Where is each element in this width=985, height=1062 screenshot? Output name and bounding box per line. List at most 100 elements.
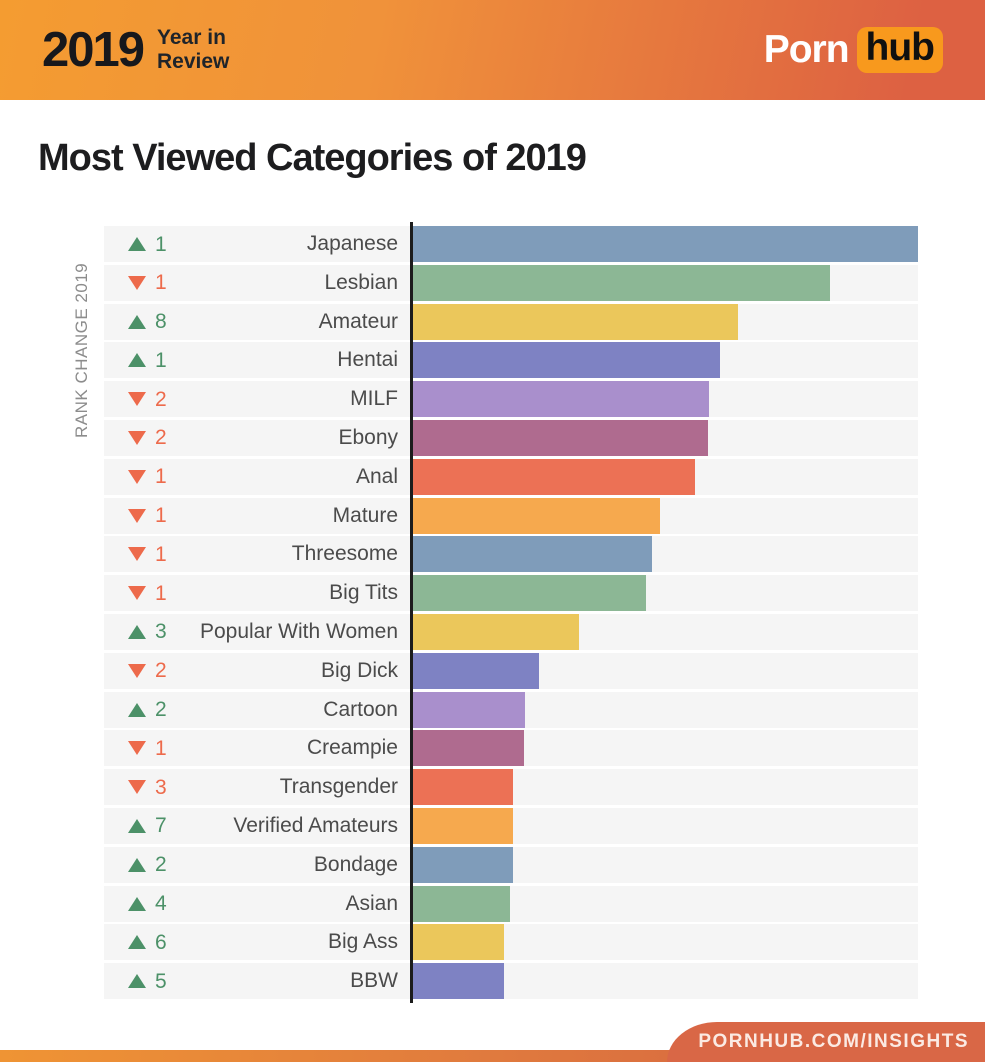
footer-banner: PORNHUB.COM/INSIGHTS bbox=[667, 1022, 985, 1062]
category-row: 3 Popular With Women bbox=[104, 613, 918, 650]
category-label: Amateur bbox=[318, 309, 398, 333]
year-subtitle: Year in Review bbox=[157, 26, 229, 73]
category-label: Anal bbox=[355, 464, 398, 488]
rank-change-indicator: 4 bbox=[128, 886, 208, 922]
category-bar bbox=[413, 730, 524, 767]
rank-up-triangle-icon bbox=[128, 818, 146, 833]
rank-change-value: 1 bbox=[155, 232, 167, 256]
rank-change-indicator: 1 bbox=[128, 342, 208, 378]
rank-change-indicator: 2 bbox=[128, 420, 208, 456]
category-bar bbox=[413, 691, 525, 728]
category-row: 2 Ebony bbox=[104, 419, 918, 456]
rank-change-indicator: 2 bbox=[128, 692, 208, 728]
rank-change-value: 3 bbox=[155, 775, 167, 799]
rank-up-triangle-icon bbox=[128, 935, 146, 950]
rank-change-indicator: 2 bbox=[128, 847, 208, 883]
category-row: 2 Cartoon bbox=[104, 691, 918, 728]
category-label: Mature bbox=[332, 503, 398, 527]
rank-change-indicator: 8 bbox=[128, 304, 208, 340]
rank-change-indicator: 1 bbox=[128, 459, 208, 495]
category-row: 3 Transgender bbox=[104, 769, 918, 806]
category-label: Cartoon bbox=[323, 697, 398, 721]
rank-up-triangle-icon bbox=[128, 314, 146, 329]
rank-up-triangle-icon bbox=[128, 896, 146, 911]
rank-up-triangle-icon bbox=[128, 974, 146, 989]
rank-change-indicator: 2 bbox=[128, 381, 208, 417]
rank-up-triangle-icon bbox=[128, 237, 146, 251]
rank-change-value: 2 bbox=[155, 853, 167, 877]
rank-change-indicator: 6 bbox=[128, 924, 208, 960]
category-label: Verified Amateurs bbox=[233, 813, 398, 837]
category-bar bbox=[413, 226, 918, 262]
category-row: 4 Asian bbox=[104, 885, 918, 922]
year-subtitle-line1: Year in bbox=[157, 26, 226, 50]
rank-down-triangle-icon bbox=[128, 741, 146, 756]
category-label: Asian bbox=[345, 891, 398, 915]
category-label: Big Dick bbox=[320, 658, 398, 682]
category-bar bbox=[413, 575, 647, 612]
category-label: Hentai bbox=[337, 348, 398, 372]
category-row: 1 Mature bbox=[104, 497, 918, 534]
rank-down-triangle-icon bbox=[128, 663, 146, 678]
rank-change-indicator: 1 bbox=[128, 498, 208, 534]
rank-change-value: 6 bbox=[155, 930, 167, 954]
category-label: Japanese bbox=[306, 232, 398, 255]
category-bar bbox=[413, 342, 720, 379]
header-banner: 2019 Year in Review Porn hub bbox=[0, 0, 985, 100]
category-row: 5 BBW bbox=[104, 963, 918, 1000]
rank-change-indicator: 1 bbox=[128, 536, 208, 572]
rank-change-indicator: 5 bbox=[128, 963, 208, 999]
category-label: BBW bbox=[350, 969, 398, 993]
rank-down-triangle-icon bbox=[128, 469, 146, 484]
logo-hub-badge: hub bbox=[856, 26, 943, 74]
rank-change-value: 1 bbox=[155, 581, 167, 605]
rank-down-triangle-icon bbox=[128, 392, 146, 407]
logo-porn-text: Porn bbox=[763, 27, 850, 71]
category-label: Lesbian bbox=[324, 270, 398, 294]
category-bar bbox=[413, 458, 696, 495]
category-bar bbox=[413, 963, 504, 1000]
category-row: 1 Anal bbox=[104, 458, 918, 495]
rank-change-value: 7 bbox=[155, 814, 167, 838]
rank-down-triangle-icon bbox=[128, 508, 146, 523]
rank-up-triangle-icon bbox=[128, 857, 146, 872]
rank-change-indicator: 1 bbox=[128, 730, 208, 766]
category-bar bbox=[413, 613, 579, 650]
category-row: 1 Lesbian bbox=[104, 264, 918, 301]
rank-change-indicator: 1 bbox=[128, 265, 208, 301]
year-number: 2019 bbox=[42, 22, 145, 77]
category-label: Popular With Women bbox=[199, 619, 398, 643]
category-bar bbox=[413, 497, 661, 534]
year-block: 2019 Year in Review bbox=[42, 22, 229, 77]
rank-change-value: 2 bbox=[155, 659, 167, 683]
rank-change-value: 2 bbox=[155, 426, 167, 450]
rank-change-value: 2 bbox=[155, 698, 167, 722]
rank-change-indicator: 3 bbox=[128, 769, 208, 805]
category-bar bbox=[413, 381, 710, 418]
rank-change-value: 4 bbox=[155, 892, 167, 916]
category-label: MILF bbox=[350, 387, 398, 411]
rank-change-value: 1 bbox=[155, 348, 167, 372]
category-label: Big Ass bbox=[327, 930, 398, 954]
rank-up-triangle-icon bbox=[128, 624, 146, 639]
rank-change-indicator: 2 bbox=[128, 653, 208, 689]
rank-up-triangle-icon bbox=[128, 702, 146, 717]
category-row: 7 Verified Amateurs bbox=[104, 807, 918, 844]
category-bar bbox=[413, 807, 513, 844]
rank-down-triangle-icon bbox=[128, 586, 146, 601]
rank-down-triangle-icon bbox=[128, 780, 146, 795]
rank-up-triangle-icon bbox=[128, 353, 146, 368]
rank-change-value: 1 bbox=[155, 271, 167, 295]
rank-change-value: 5 bbox=[155, 969, 167, 993]
pornhub-logo: Porn hub bbox=[763, 26, 943, 74]
category-label: Creampie bbox=[306, 736, 398, 760]
category-row: 1 Creampie bbox=[104, 730, 918, 767]
category-bar bbox=[413, 769, 513, 806]
rank-change-indicator: 7 bbox=[128, 808, 208, 844]
rank-change-value: 2 bbox=[155, 387, 167, 411]
rank-change-value: 1 bbox=[155, 504, 167, 528]
axis-line bbox=[410, 222, 413, 1003]
insights-link-text: PORNHUB.COM/INSIGHTS bbox=[698, 1031, 969, 1052]
category-bar bbox=[413, 652, 539, 689]
